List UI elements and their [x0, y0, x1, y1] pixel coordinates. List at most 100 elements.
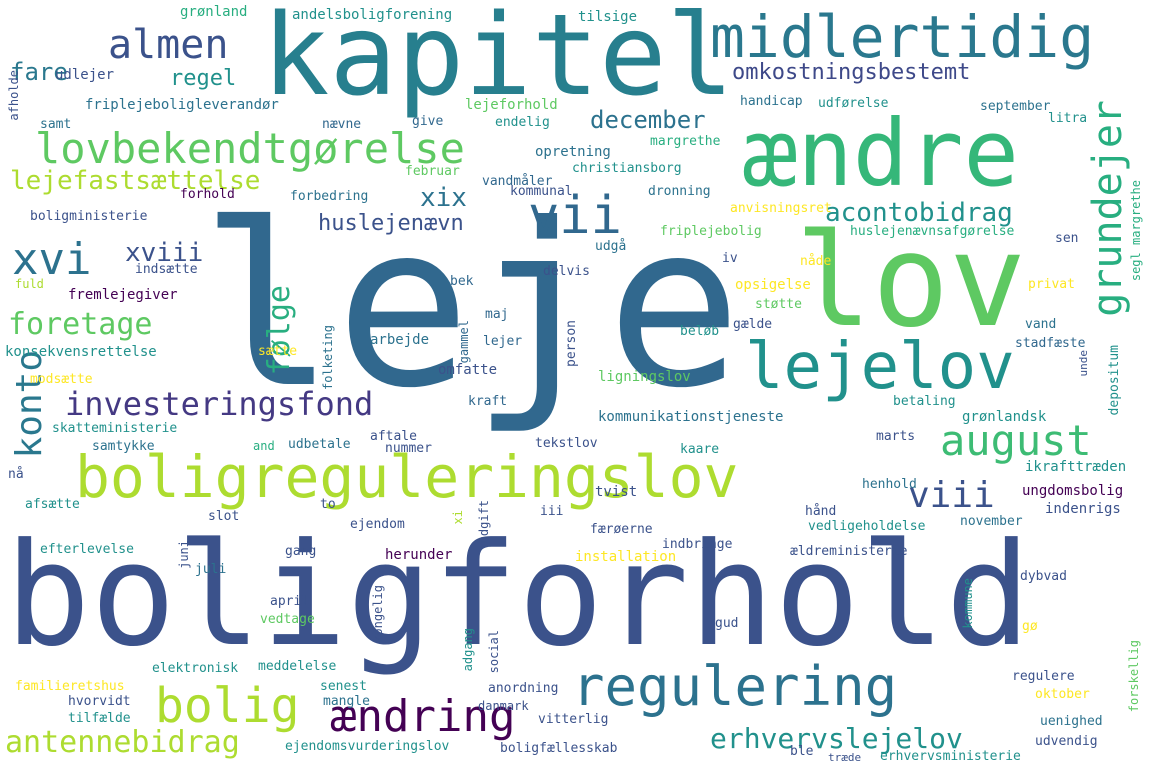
cloud-word: mangle: [323, 694, 370, 709]
cloud-word: udvendig: [1035, 734, 1098, 749]
cloud-word: nå: [8, 467, 24, 482]
cloud-word: grønlandsk: [962, 409, 1047, 425]
cloud-word: folketing: [321, 325, 335, 391]
cloud-word: regel: [170, 66, 237, 91]
cloud-word: udførelse: [818, 96, 889, 111]
cloud-word: indbringe: [662, 537, 733, 552]
cloud-word: beløb: [680, 324, 720, 339]
cloud-word: stadfæste: [1015, 336, 1086, 351]
cloud-word: installation: [575, 549, 677, 565]
cloud-word: fare: [10, 58, 68, 86]
cloud-word: sætte: [258, 344, 298, 359]
cloud-word: nævne: [322, 117, 362, 132]
cloud-word: ændring: [330, 691, 516, 742]
cloud-word: samt: [40, 117, 72, 132]
cloud-word: unde: [1077, 350, 1090, 377]
cloud-word: grønland: [180, 4, 248, 20]
cloud-word: social: [487, 630, 501, 674]
cloud-word: ejendomsvurderingslov: [285, 739, 450, 754]
cloud-word: xi: [451, 510, 465, 525]
cloud-word: erhvervslejelov: [710, 722, 963, 755]
cloud-word: kraft: [468, 394, 508, 409]
cloud-word: november: [960, 514, 1023, 529]
cloud-word: senest: [320, 679, 367, 694]
cloud-word: ligningslov: [598, 369, 691, 385]
cloud-word: sen: [1055, 231, 1079, 246]
cloud-word: gud: [715, 616, 739, 631]
cloud-word: tvist: [595, 484, 638, 500]
cloud-word: kongelig: [371, 585, 385, 643]
cloud-word: konto: [9, 350, 50, 459]
cloud-word: færøerne: [590, 522, 653, 537]
cloud-word: christiansborg: [572, 161, 682, 176]
cloud-word: tekstlov: [535, 436, 598, 451]
cloud-word: indenrigs: [1045, 501, 1121, 517]
cloud-word: omfatte: [438, 362, 498, 378]
cloud-word: dybvad: [1020, 569, 1067, 584]
cloud-word: familieretshus: [15, 679, 125, 694]
cloud-word: efterlevelse: [40, 542, 134, 557]
cloud-word: delvis: [543, 264, 590, 279]
cloud-word: regulering: [572, 655, 898, 718]
cloud-word: marts: [876, 429, 916, 444]
cloud-word: xix: [420, 183, 467, 213]
cloud-word: viii: [908, 475, 995, 516]
cloud-word: boligfællesskab: [500, 741, 618, 756]
cloud-word: lov: [795, 207, 1027, 356]
cloud-word: bek: [450, 274, 474, 289]
cloud-word: litra: [1048, 111, 1088, 126]
cloud-word: opretning: [535, 144, 611, 160]
cloud-word: skatteministerie: [52, 421, 178, 436]
cloud-word: uenighed: [1040, 714, 1103, 729]
cloud-word: udbetale: [288, 437, 351, 452]
cloud-word: privat: [1028, 277, 1075, 292]
cloud-word: ejendom: [350, 517, 405, 532]
cloud-word: person: [564, 320, 579, 367]
cloud-word: hvorvidt: [68, 694, 131, 709]
cloud-word: gang: [285, 544, 317, 559]
cloud-word: forhold: [180, 187, 235, 202]
cloud-word: ændre: [742, 100, 1019, 207]
cloud-word: forskellig: [1127, 640, 1141, 713]
cloud-word: andelsboligforening: [292, 7, 453, 23]
cloud-word: lovbekendtgørelse: [35, 124, 465, 173]
cloud-word: maj: [485, 307, 509, 322]
cloud-word: udgift: [477, 500, 491, 544]
cloud-word: huslejenævn: [318, 211, 464, 236]
cloud-word: anvisningsret: [730, 201, 832, 216]
cloud-word: boligministerie: [30, 209, 148, 224]
cloud-word: kommunikationstjeneste: [598, 409, 784, 425]
cloud-word: juni: [177, 540, 191, 569]
cloud-word: give: [412, 114, 444, 129]
cloud-word: nummer: [385, 441, 432, 456]
cloud-word: afsætte: [25, 497, 80, 512]
cloud-word: september: [980, 99, 1051, 114]
cloud-word: iii: [540, 504, 564, 519]
cloud-word: gø: [1022, 619, 1038, 634]
cloud-word: betaling: [893, 394, 956, 409]
cloud-word: lejefastsættelse: [10, 166, 261, 196]
cloud-word: danmark: [478, 699, 529, 713]
cloud-word: midlertidig: [710, 3, 1095, 71]
cloud-word: ældreministerie: [790, 544, 908, 559]
cloud-word: leje: [200, 176, 742, 438]
cloud-word: juli: [195, 562, 227, 577]
cloud-word: kaare: [680, 442, 720, 457]
cloud-word: vand: [1025, 317, 1057, 332]
cloud-word: kommune: [961, 578, 975, 629]
cloud-word: samtykke: [92, 439, 155, 454]
cloud-word: aftale: [370, 429, 417, 444]
cloud-word: tilfælde: [68, 711, 131, 726]
cloud-word: slot: [208, 509, 240, 524]
cloud-word: ikrafttræden: [1025, 459, 1127, 475]
cloud-word: oktober: [1035, 687, 1090, 702]
cloud-word: erhvervsministerie: [880, 749, 1021, 764]
cloud-word: gammel: [457, 320, 471, 364]
cloud-word: depositum: [1107, 345, 1122, 416]
cloud-word: bolig: [155, 678, 300, 734]
cloud-word: udgå: [595, 239, 627, 254]
cloud-word: handicap: [740, 94, 803, 109]
cloud-word: acontobidrag: [825, 198, 1013, 228]
cloud-word: ble: [790, 744, 814, 759]
